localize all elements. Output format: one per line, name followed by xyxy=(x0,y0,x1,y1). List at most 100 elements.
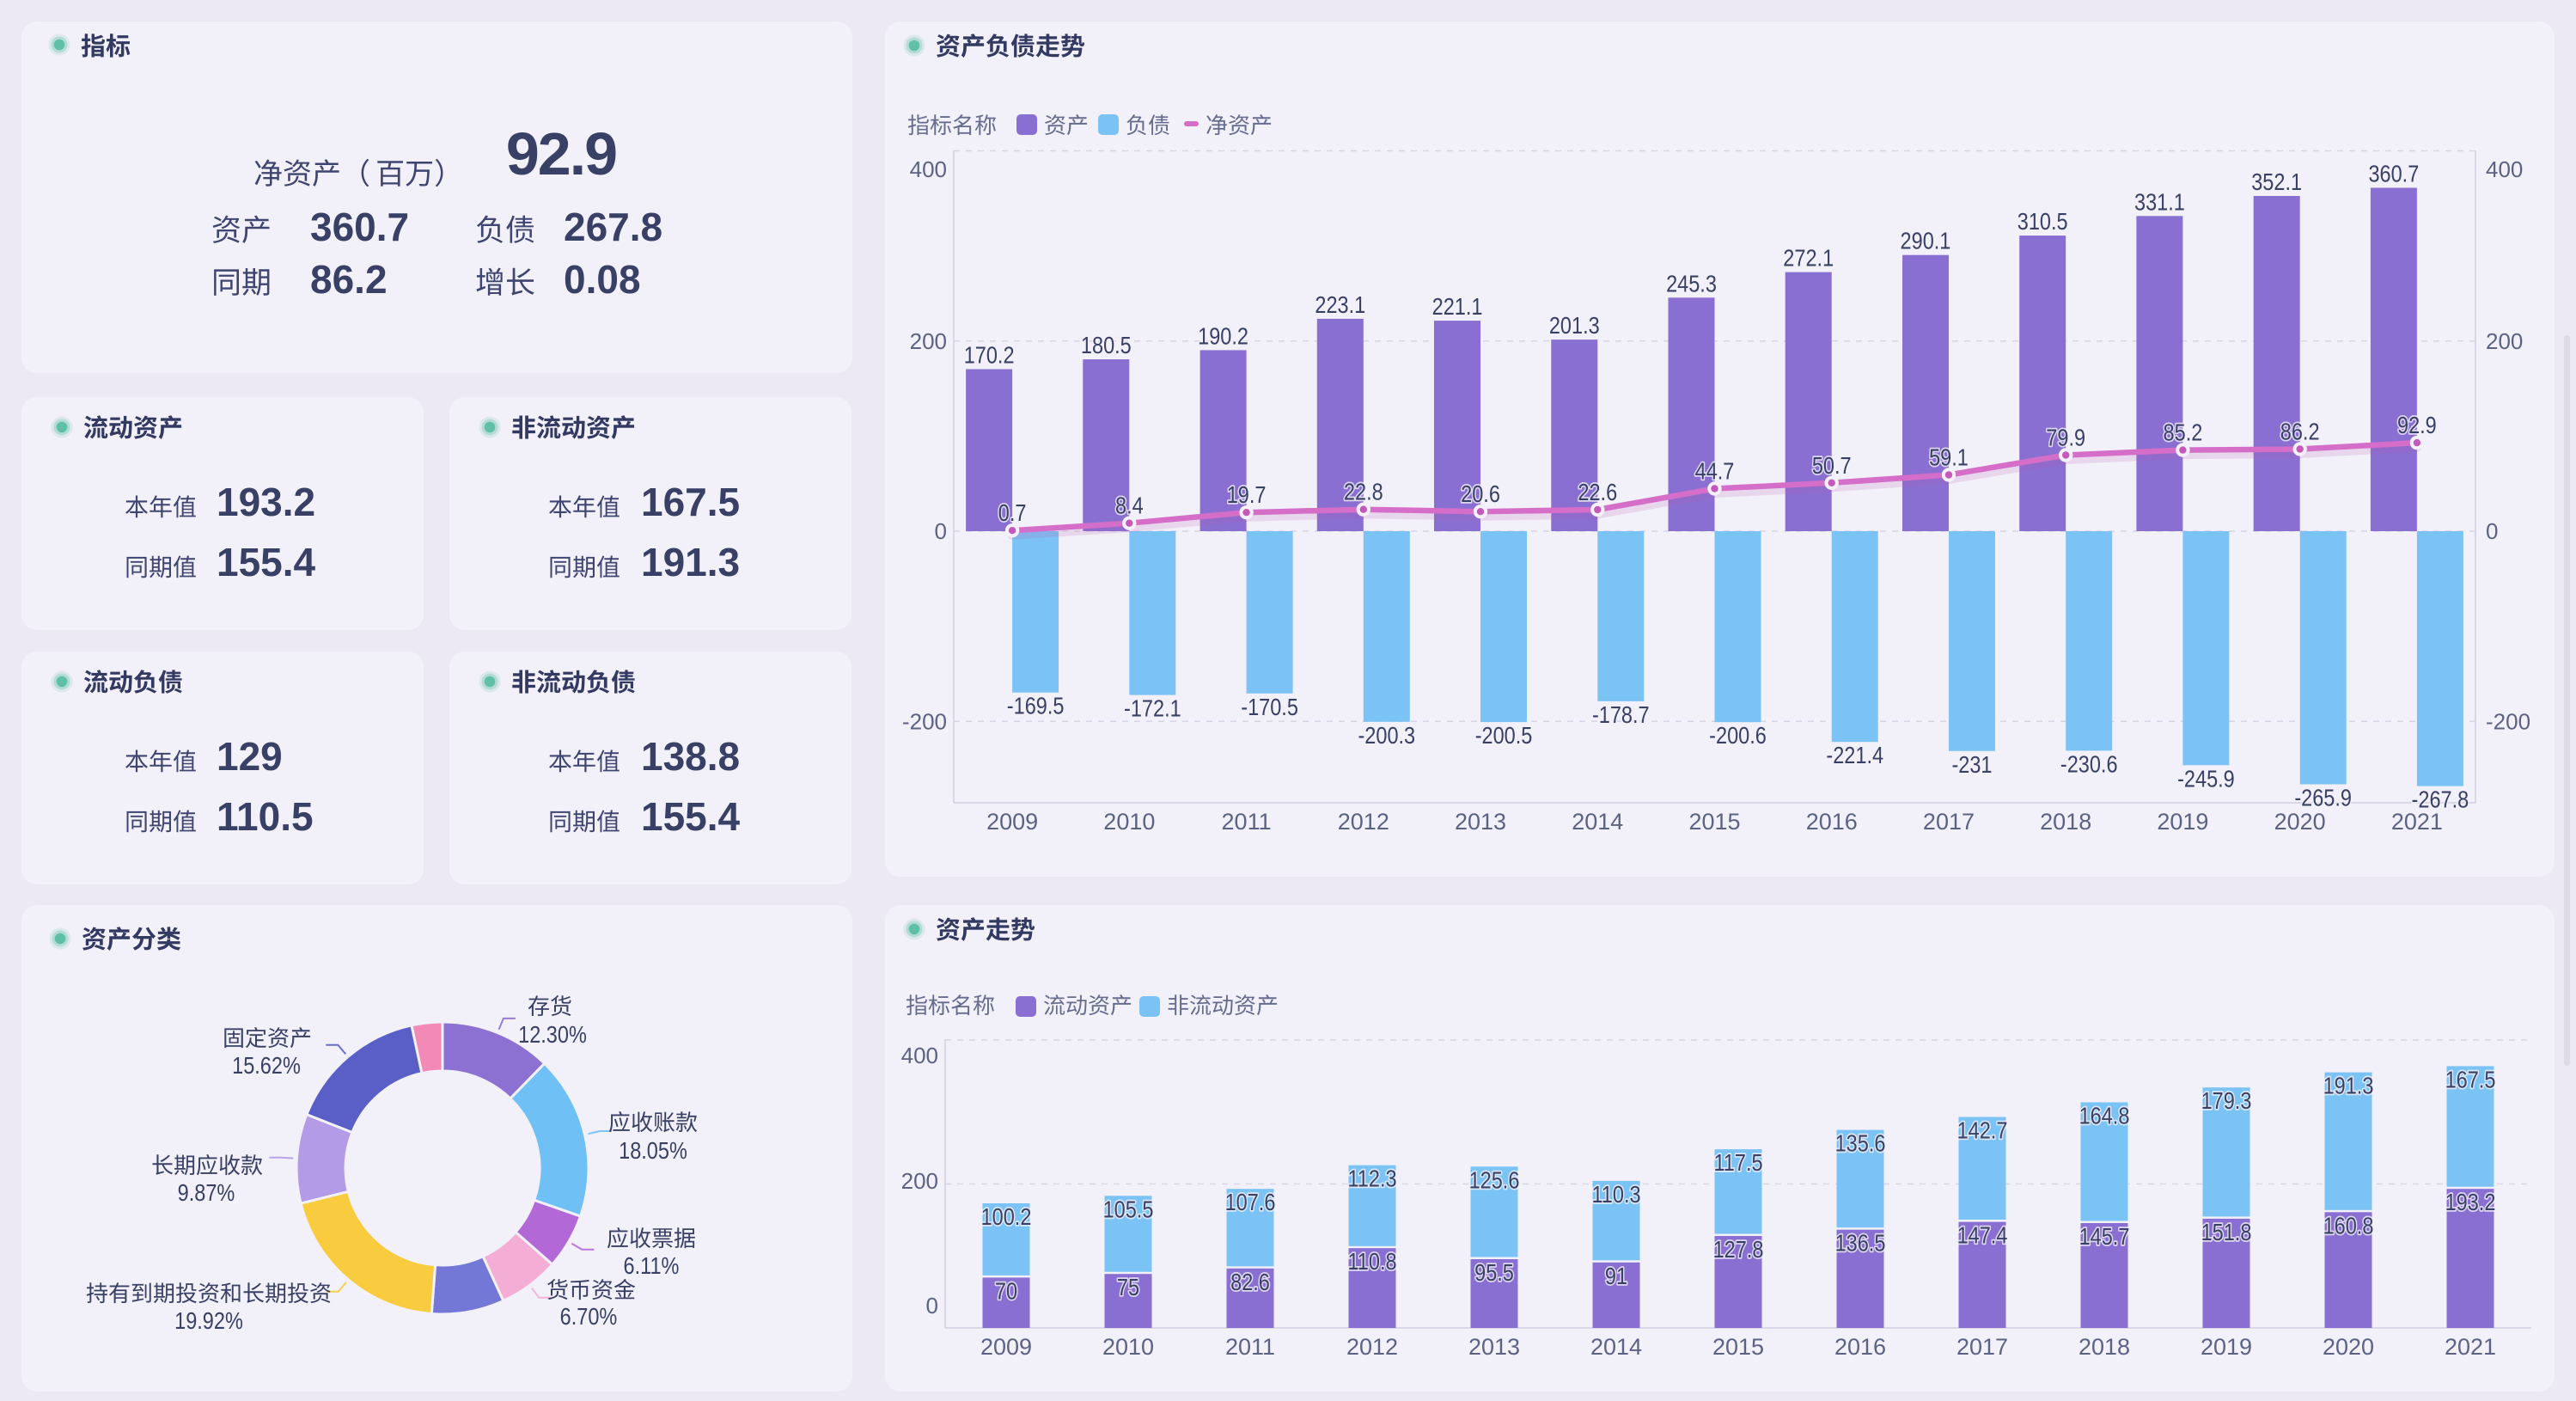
svg-text:92.9: 92.9 xyxy=(2397,413,2437,438)
svg-text:22.8: 22.8 xyxy=(1344,480,1383,505)
svg-text:117.5: 117.5 xyxy=(1713,1150,1762,1176)
svg-text:360.7: 360.7 xyxy=(310,205,409,249)
svg-text:200: 200 xyxy=(910,328,947,354)
svg-text:2016: 2016 xyxy=(1806,809,1858,835)
svg-text:2015: 2015 xyxy=(1712,1334,1764,1360)
svg-text:2019: 2019 xyxy=(2157,809,2208,835)
svg-text:191.3: 191.3 xyxy=(2323,1074,2374,1099)
svg-text:8.4: 8.4 xyxy=(1115,493,1144,519)
svg-text:2014: 2014 xyxy=(1572,809,1623,835)
svg-text:135.6: 135.6 xyxy=(1835,1131,1886,1157)
svg-text:-170.5: -170.5 xyxy=(1241,694,1298,720)
svg-text:180.5: 180.5 xyxy=(1081,333,1132,358)
svg-text:18.05%: 18.05% xyxy=(619,1138,687,1164)
svg-text:105.5: 105.5 xyxy=(1103,1197,1154,1223)
svg-text:400: 400 xyxy=(910,156,947,182)
svg-text:193.2: 193.2 xyxy=(217,480,315,524)
svg-text:200: 200 xyxy=(2486,328,2523,354)
svg-text:0.7: 0.7 xyxy=(998,500,1027,526)
svg-text:151.8: 151.8 xyxy=(2201,1220,2252,1245)
svg-text:19.7: 19.7 xyxy=(1227,482,1267,508)
svg-text:2012: 2012 xyxy=(1346,1334,1398,1360)
svg-text:0.08: 0.08 xyxy=(564,257,641,302)
svg-text:2018: 2018 xyxy=(2079,1334,2130,1360)
svg-text:127.8: 127.8 xyxy=(1713,1237,1764,1263)
svg-text:2017: 2017 xyxy=(1956,1334,2008,1360)
svg-text:0: 0 xyxy=(2486,518,2498,544)
svg-text:15.62%: 15.62% xyxy=(232,1053,301,1079)
svg-text:59.1: 59.1 xyxy=(1929,445,1969,471)
svg-text:2018: 2018 xyxy=(2040,809,2091,835)
svg-text:223.1: 223.1 xyxy=(1315,292,1365,318)
svg-text:75: 75 xyxy=(1117,1275,1139,1300)
svg-text:19.92%: 19.92% xyxy=(174,1308,243,1334)
svg-text:170.2: 170.2 xyxy=(964,343,1015,369)
svg-text:310.5: 310.5 xyxy=(2017,209,2068,235)
svg-text:6.70%: 6.70% xyxy=(560,1304,618,1330)
svg-text:2014: 2014 xyxy=(1590,1334,1642,1360)
svg-text:-230.6: -230.6 xyxy=(2060,752,2118,778)
svg-text:0: 0 xyxy=(926,1293,938,1318)
svg-text:85.2: 85.2 xyxy=(2164,420,2203,446)
svg-text:-200.6: -200.6 xyxy=(1709,723,1767,749)
svg-text:2009: 2009 xyxy=(986,809,1038,835)
svg-text:112.3: 112.3 xyxy=(1347,1166,1396,1192)
svg-text:-172.1: -172.1 xyxy=(1124,696,1181,722)
svg-text:-200.5: -200.5 xyxy=(1475,723,1533,749)
svg-text:2010: 2010 xyxy=(1103,809,1155,835)
svg-text:-178.7: -178.7 xyxy=(1592,702,1650,728)
svg-text:22.6: 22.6 xyxy=(1578,480,1617,505)
svg-text:245.3: 245.3 xyxy=(1666,272,1717,297)
svg-text:138.8: 138.8 xyxy=(641,734,740,779)
svg-text:100.2: 100.2 xyxy=(981,1204,1032,1230)
svg-text:86.2: 86.2 xyxy=(2280,419,2320,445)
svg-text:2019: 2019 xyxy=(2201,1334,2252,1360)
svg-text:-200.3: -200.3 xyxy=(1358,723,1415,749)
svg-text:142.7: 142.7 xyxy=(1957,1118,2008,1144)
svg-text:95.5: 95.5 xyxy=(1474,1260,1514,1286)
svg-text:2011: 2011 xyxy=(1225,1334,1275,1360)
svg-text:-169.5: -169.5 xyxy=(1007,694,1065,719)
svg-text:2020: 2020 xyxy=(2274,809,2326,835)
svg-text:-231: -231 xyxy=(1951,752,1992,778)
svg-text:129: 129 xyxy=(217,734,283,779)
svg-text:-267.8: -267.8 xyxy=(2412,787,2469,813)
svg-text:2011: 2011 xyxy=(1222,809,1272,835)
svg-text:2010: 2010 xyxy=(1102,1334,1154,1360)
svg-text:352.1: 352.1 xyxy=(2251,169,2302,195)
svg-text:331.1: 331.1 xyxy=(2134,189,2185,215)
svg-text:136.5: 136.5 xyxy=(1835,1231,1886,1257)
svg-text:-200: -200 xyxy=(902,708,947,734)
svg-text:110.5: 110.5 xyxy=(217,794,314,839)
svg-text:155.4: 155.4 xyxy=(641,794,741,839)
svg-text:179.3: 179.3 xyxy=(2201,1088,2252,1114)
svg-text:147.4: 147.4 xyxy=(1957,1223,2008,1249)
svg-text:44.7: 44.7 xyxy=(1695,459,1735,485)
svg-text:2016: 2016 xyxy=(1834,1334,1886,1360)
svg-text:360.7: 360.7 xyxy=(2368,162,2419,187)
svg-text:-221.4: -221.4 xyxy=(1826,743,1883,768)
svg-text:201.3: 201.3 xyxy=(1549,313,1600,339)
svg-text:267.8: 267.8 xyxy=(564,205,662,249)
svg-text:290.1: 290.1 xyxy=(1901,229,1951,254)
svg-text:6.11%: 6.11% xyxy=(624,1253,680,1279)
svg-text:160.8: 160.8 xyxy=(2323,1214,2374,1239)
svg-text:2013: 2013 xyxy=(1468,1334,1520,1360)
svg-text:79.9: 79.9 xyxy=(2046,425,2085,451)
svg-text:145.7: 145.7 xyxy=(2079,1224,2130,1250)
svg-text:167.5: 167.5 xyxy=(2445,1068,2496,1093)
svg-text:86.2: 86.2 xyxy=(310,257,388,302)
svg-text:70: 70 xyxy=(995,1279,1017,1305)
svg-text:0: 0 xyxy=(935,518,947,544)
svg-text:190.2: 190.2 xyxy=(1198,324,1248,350)
svg-text:2009: 2009 xyxy=(980,1334,1032,1360)
svg-text:9.87%: 9.87% xyxy=(178,1180,235,1206)
svg-text:82.6: 82.6 xyxy=(1230,1269,1270,1295)
svg-text:12.30%: 12.30% xyxy=(518,1022,587,1048)
svg-text:110.3: 110.3 xyxy=(1591,1182,1640,1208)
svg-text:191.3: 191.3 xyxy=(641,540,740,584)
svg-text:2013: 2013 xyxy=(1455,809,1506,835)
svg-text:193.2: 193.2 xyxy=(2445,1190,2496,1215)
svg-text:-200: -200 xyxy=(2486,708,2530,734)
svg-text:2020: 2020 xyxy=(2323,1334,2374,1360)
